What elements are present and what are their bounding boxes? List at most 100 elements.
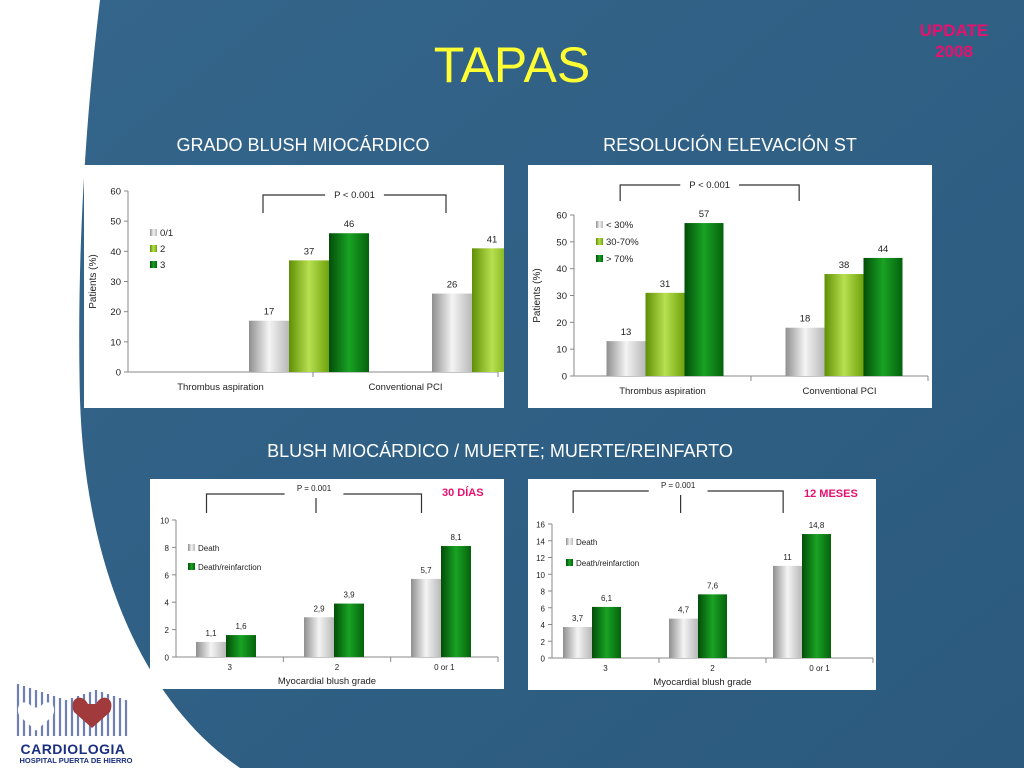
y-tick-label: 4 — [165, 599, 170, 608]
update-badge: UPDATE 2008 — [896, 20, 1012, 62]
x-category-label: Conventional PCI — [803, 386, 877, 397]
bar-value-label: 57 — [699, 209, 710, 220]
bar-value-label: 31 — [660, 279, 671, 290]
chart-legend: 0/1 2 3 — [150, 228, 173, 271]
bar-deathreinfarction-1 — [334, 603, 364, 657]
chart-panel-st-resolution: 0 10 20 30 40 50 60 Patients (%) 13 31 57 Thrombus … — [528, 165, 932, 408]
legend-label: 30-70% — [606, 237, 639, 248]
x-category-label: 3 — [227, 663, 232, 672]
bracket-right — [383, 194, 447, 213]
logo-text-cardiologia: CARDIOLOGIA — [20, 741, 126, 757]
chart-panel-30-days: 0 2 4 6 8 10 1,1 1,6 3 2,9 3,9 2 5,7 8,1 0 or 1 P = 0.0… — [150, 479, 504, 689]
y-tick-label: 14 — [536, 537, 545, 546]
bracket-left — [572, 490, 649, 513]
legend-label: Death — [198, 544, 219, 553]
legend-swatch — [566, 538, 573, 545]
bar-deathreinfarction-0 — [592, 606, 621, 658]
p-value-bracket — [262, 194, 447, 213]
p-value-label: P = 0.001 — [297, 484, 332, 493]
bracket-left — [205, 493, 285, 513]
chart-panel-blush-grade: 0 10 20 30 40 50 60 Patients (%) 17 37 46 Thrombus … — [84, 165, 504, 408]
legend-label: > 70% — [606, 254, 634, 265]
heading-st-resolution: RESOLUCIÓN ELEVACIÓN ST — [603, 135, 857, 155]
p-value-bracket — [572, 490, 784, 513]
x-axis-label: Myocardial blush grade — [653, 677, 751, 688]
x-category-label: 3 — [603, 664, 608, 673]
y-tick-label: 20 — [110, 307, 121, 318]
y-tick-label: 2 — [165, 626, 170, 635]
bar-01-0 — [249, 320, 289, 372]
chart-12-months: 0 2 4 6 8 10 12 14 16 3,7 6,1 3 4,7 7,6 2 11 14,8 0 or 1 P… — [536, 481, 874, 688]
y-tick-label: 30 — [556, 291, 567, 302]
bar-death-1 — [304, 617, 334, 657]
y-tick-label: 50 — [556, 237, 567, 248]
legend-label: 3 — [160, 260, 165, 271]
y-axis-label: Patients (%) — [532, 268, 543, 322]
legend-swatch — [150, 229, 157, 236]
chart-30-days: 0 2 4 6 8 10 1,1 1,6 3 2,9 3,9 2 5,7 8,1 0 or 1 P = 0.0… — [160, 484, 499, 687]
logo-text-hospital: HOSPITAL PUERTA DE HIERRO — [19, 756, 133, 765]
bar-3-0 — [329, 233, 369, 372]
legend-label: 2 — [160, 244, 165, 255]
bar-value-label: 18 — [800, 314, 811, 325]
x-category-label: Thrombus aspiration — [177, 382, 264, 393]
y-tick-label: 8 — [541, 588, 546, 597]
legend-label: 0/1 — [160, 228, 173, 239]
bar-2-1 — [472, 248, 504, 372]
y-tick-label: 6 — [541, 604, 546, 613]
legend-swatch — [150, 245, 157, 252]
legend-swatch — [596, 221, 603, 228]
x-category-label: Conventional PCI — [369, 382, 443, 393]
heading-blush-grade: GRADO BLUSH MIOCÁRDICO — [176, 135, 430, 155]
bracket-right — [707, 490, 784, 513]
y-tick-label: 6 — [165, 571, 170, 580]
y-tick-label: 0 — [165, 654, 170, 663]
x-category-label: 2 — [710, 664, 715, 673]
legend-label: Death — [576, 538, 597, 547]
bar-value-label: 6,1 — [601, 594, 613, 603]
y-tick-label: 60 — [110, 187, 121, 198]
legend-swatch — [150, 261, 157, 268]
bar-value-label: 4,7 — [678, 606, 690, 615]
legend-label: < 30% — [606, 220, 634, 231]
update-badge-line1: UPDATE — [919, 21, 989, 40]
bar-value-label: 26 — [447, 280, 458, 291]
y-tick-label: 20 — [556, 318, 567, 329]
chart-blush-grade: 0 10 20 30 40 50 60 Patients (%) 17 37 46 Thrombus … — [88, 187, 504, 393]
bar-value-label: 41 — [487, 234, 498, 245]
chart-legend: Death Death/reinfarction — [188, 544, 261, 572]
period-label-12-months: 12 MESES — [804, 488, 858, 500]
bar-deathreinfarction-0 — [226, 635, 256, 657]
p-value-bracket — [619, 184, 800, 201]
bar-value-label: 3,9 — [343, 591, 355, 600]
x-category-label: 0 or 1 — [809, 664, 830, 673]
bar-value-label: 1,1 — [205, 629, 217, 638]
x-category-label: 2 — [335, 663, 340, 672]
bracket-left — [262, 194, 326, 213]
legend-swatch — [188, 563, 195, 570]
y-tick-label: 50 — [110, 217, 121, 228]
heading-mortality: BLUSH MIOCÁRDICO / MUERTE; MUERTE/REINFA… — [267, 441, 733, 461]
y-tick-label: 40 — [110, 247, 121, 258]
p-value-label: P < 0.001 — [334, 190, 375, 201]
chart-legend: Death Death/reinfarction — [566, 538, 639, 568]
bar-30-1 — [785, 327, 825, 376]
y-tick-label: 8 — [165, 544, 170, 553]
bracket-right — [739, 184, 800, 201]
p-value-label: P = 0.001 — [661, 481, 696, 490]
y-tick-label: 60 — [556, 211, 567, 222]
bar-death-2 — [411, 578, 441, 657]
legend-label: Death/reinfarction — [576, 559, 639, 568]
p-value-bracket — [205, 493, 423, 513]
bar-death-2 — [773, 565, 802, 658]
period-label-30-days: 30 DÍAS — [442, 487, 484, 499]
y-tick-label: 0 — [116, 368, 121, 379]
bar-30-0 — [606, 341, 646, 376]
y-tick-label: 10 — [556, 345, 567, 356]
bar-value-label: 5,7 — [420, 566, 432, 575]
bar-3070-1 — [824, 274, 864, 376]
bar-death-0 — [196, 641, 226, 657]
y-tick-label: 2 — [541, 638, 546, 647]
y-tick-label: 0 — [541, 655, 546, 664]
bar-value-label: 13 — [621, 327, 632, 338]
